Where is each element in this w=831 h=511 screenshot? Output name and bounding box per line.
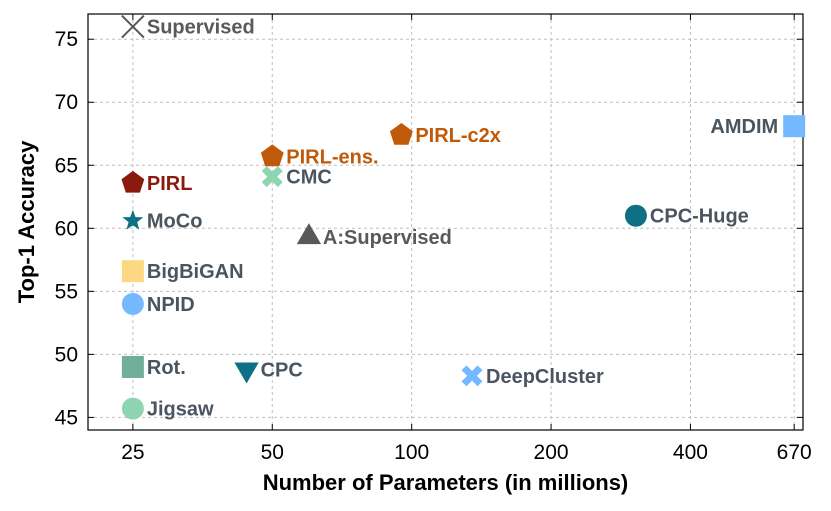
marker-pirl-ens xyxy=(260,144,284,167)
y-tick-label: 45 xyxy=(55,406,78,429)
point-bigbigan: BigBiGAN xyxy=(121,260,244,283)
y-axis-title: Top-1 Accuracy xyxy=(14,140,39,303)
y-tick-label: 65 xyxy=(55,154,78,177)
point-jigsaw: Jigsaw xyxy=(121,397,214,421)
point-pirl-ens: PIRL-ens. xyxy=(260,144,379,168)
marker-cpc-huge xyxy=(624,204,647,227)
marker-amdim xyxy=(783,115,806,138)
marker-jigsaw xyxy=(121,397,144,420)
x-tick-label: 100 xyxy=(394,441,429,464)
x-tick-label: 50 xyxy=(261,441,284,464)
x-tick-label: 200 xyxy=(534,441,569,464)
marker-rot xyxy=(121,355,144,378)
y-tick-label: 60 xyxy=(55,217,78,240)
label-pirl-c2x: PIRL-c2x xyxy=(415,125,501,147)
label-a-supervised: A:Supervised xyxy=(323,227,452,249)
point-a-supervised: A:Supervised xyxy=(296,223,452,249)
x-tick-label: 400 xyxy=(673,441,708,464)
point-pirl: PIRL xyxy=(121,170,193,195)
marker-pirl-c2x xyxy=(389,123,413,145)
label-moco: MoCo xyxy=(147,211,203,233)
y-tick-label: 70 xyxy=(55,91,78,114)
x-axis-title: Number of Parameters (in millions) xyxy=(263,470,629,495)
point-cpc: CPC xyxy=(234,359,303,384)
marker-npid xyxy=(121,292,144,315)
data-points: Supervised AMDIM PIRL-c2x PIRL-ens.CMC PIRL C… xyxy=(121,14,806,421)
point-pirl-c2x: PIRL-c2x xyxy=(389,123,501,147)
label-pirl: PIRL xyxy=(147,173,193,195)
y-tick-label: 75 xyxy=(55,28,78,51)
point-npid: NPID xyxy=(121,292,195,316)
marker-deepcluster xyxy=(461,365,483,387)
point-supervised: Supervised xyxy=(121,14,255,39)
marker-moco xyxy=(122,209,144,230)
label-supervised: Supervised xyxy=(147,17,255,39)
marker-cmc xyxy=(261,166,283,188)
point-amdim: AMDIM xyxy=(710,115,806,138)
marker-cpc xyxy=(234,362,259,384)
y-tick-label: 55 xyxy=(55,280,78,303)
point-rot: Rot. xyxy=(121,355,186,379)
x-tick-label: 25 xyxy=(121,441,144,464)
axis-ticks: 25 50 100 200 400 670 45 50 55 60 65 70 75 xyxy=(55,14,812,464)
label-npid: NPID xyxy=(147,294,195,316)
grid xyxy=(88,14,803,430)
point-moco: MoCo xyxy=(122,209,203,233)
point-cpc-huge: CPC-Huge xyxy=(624,204,749,228)
marker-supervised xyxy=(121,14,145,39)
label-amdim: AMDIM xyxy=(710,116,778,138)
y-tick-label: 50 xyxy=(55,343,78,366)
point-deepcluster: DeepCluster xyxy=(461,365,604,388)
marker-bigbigan xyxy=(121,260,144,283)
label-cpc-huge: CPC-Huge xyxy=(650,206,749,228)
plot-frame xyxy=(87,13,804,431)
marker-pirl xyxy=(121,170,145,193)
label-cpc: CPC xyxy=(261,359,303,381)
label-pirl-ens: PIRL-ens. xyxy=(286,146,378,168)
label-cmc: CMC xyxy=(286,167,332,189)
label-jigsaw: Jigsaw xyxy=(147,399,214,421)
x-tick-label: 670 xyxy=(777,441,812,464)
marker-a-supervised xyxy=(296,223,322,245)
label-deepcluster: DeepCluster xyxy=(486,366,604,388)
label-rot: Rot. xyxy=(147,357,186,379)
label-bigbigan: BigBiGAN xyxy=(147,261,244,283)
point-cmc: CMC xyxy=(261,166,332,189)
